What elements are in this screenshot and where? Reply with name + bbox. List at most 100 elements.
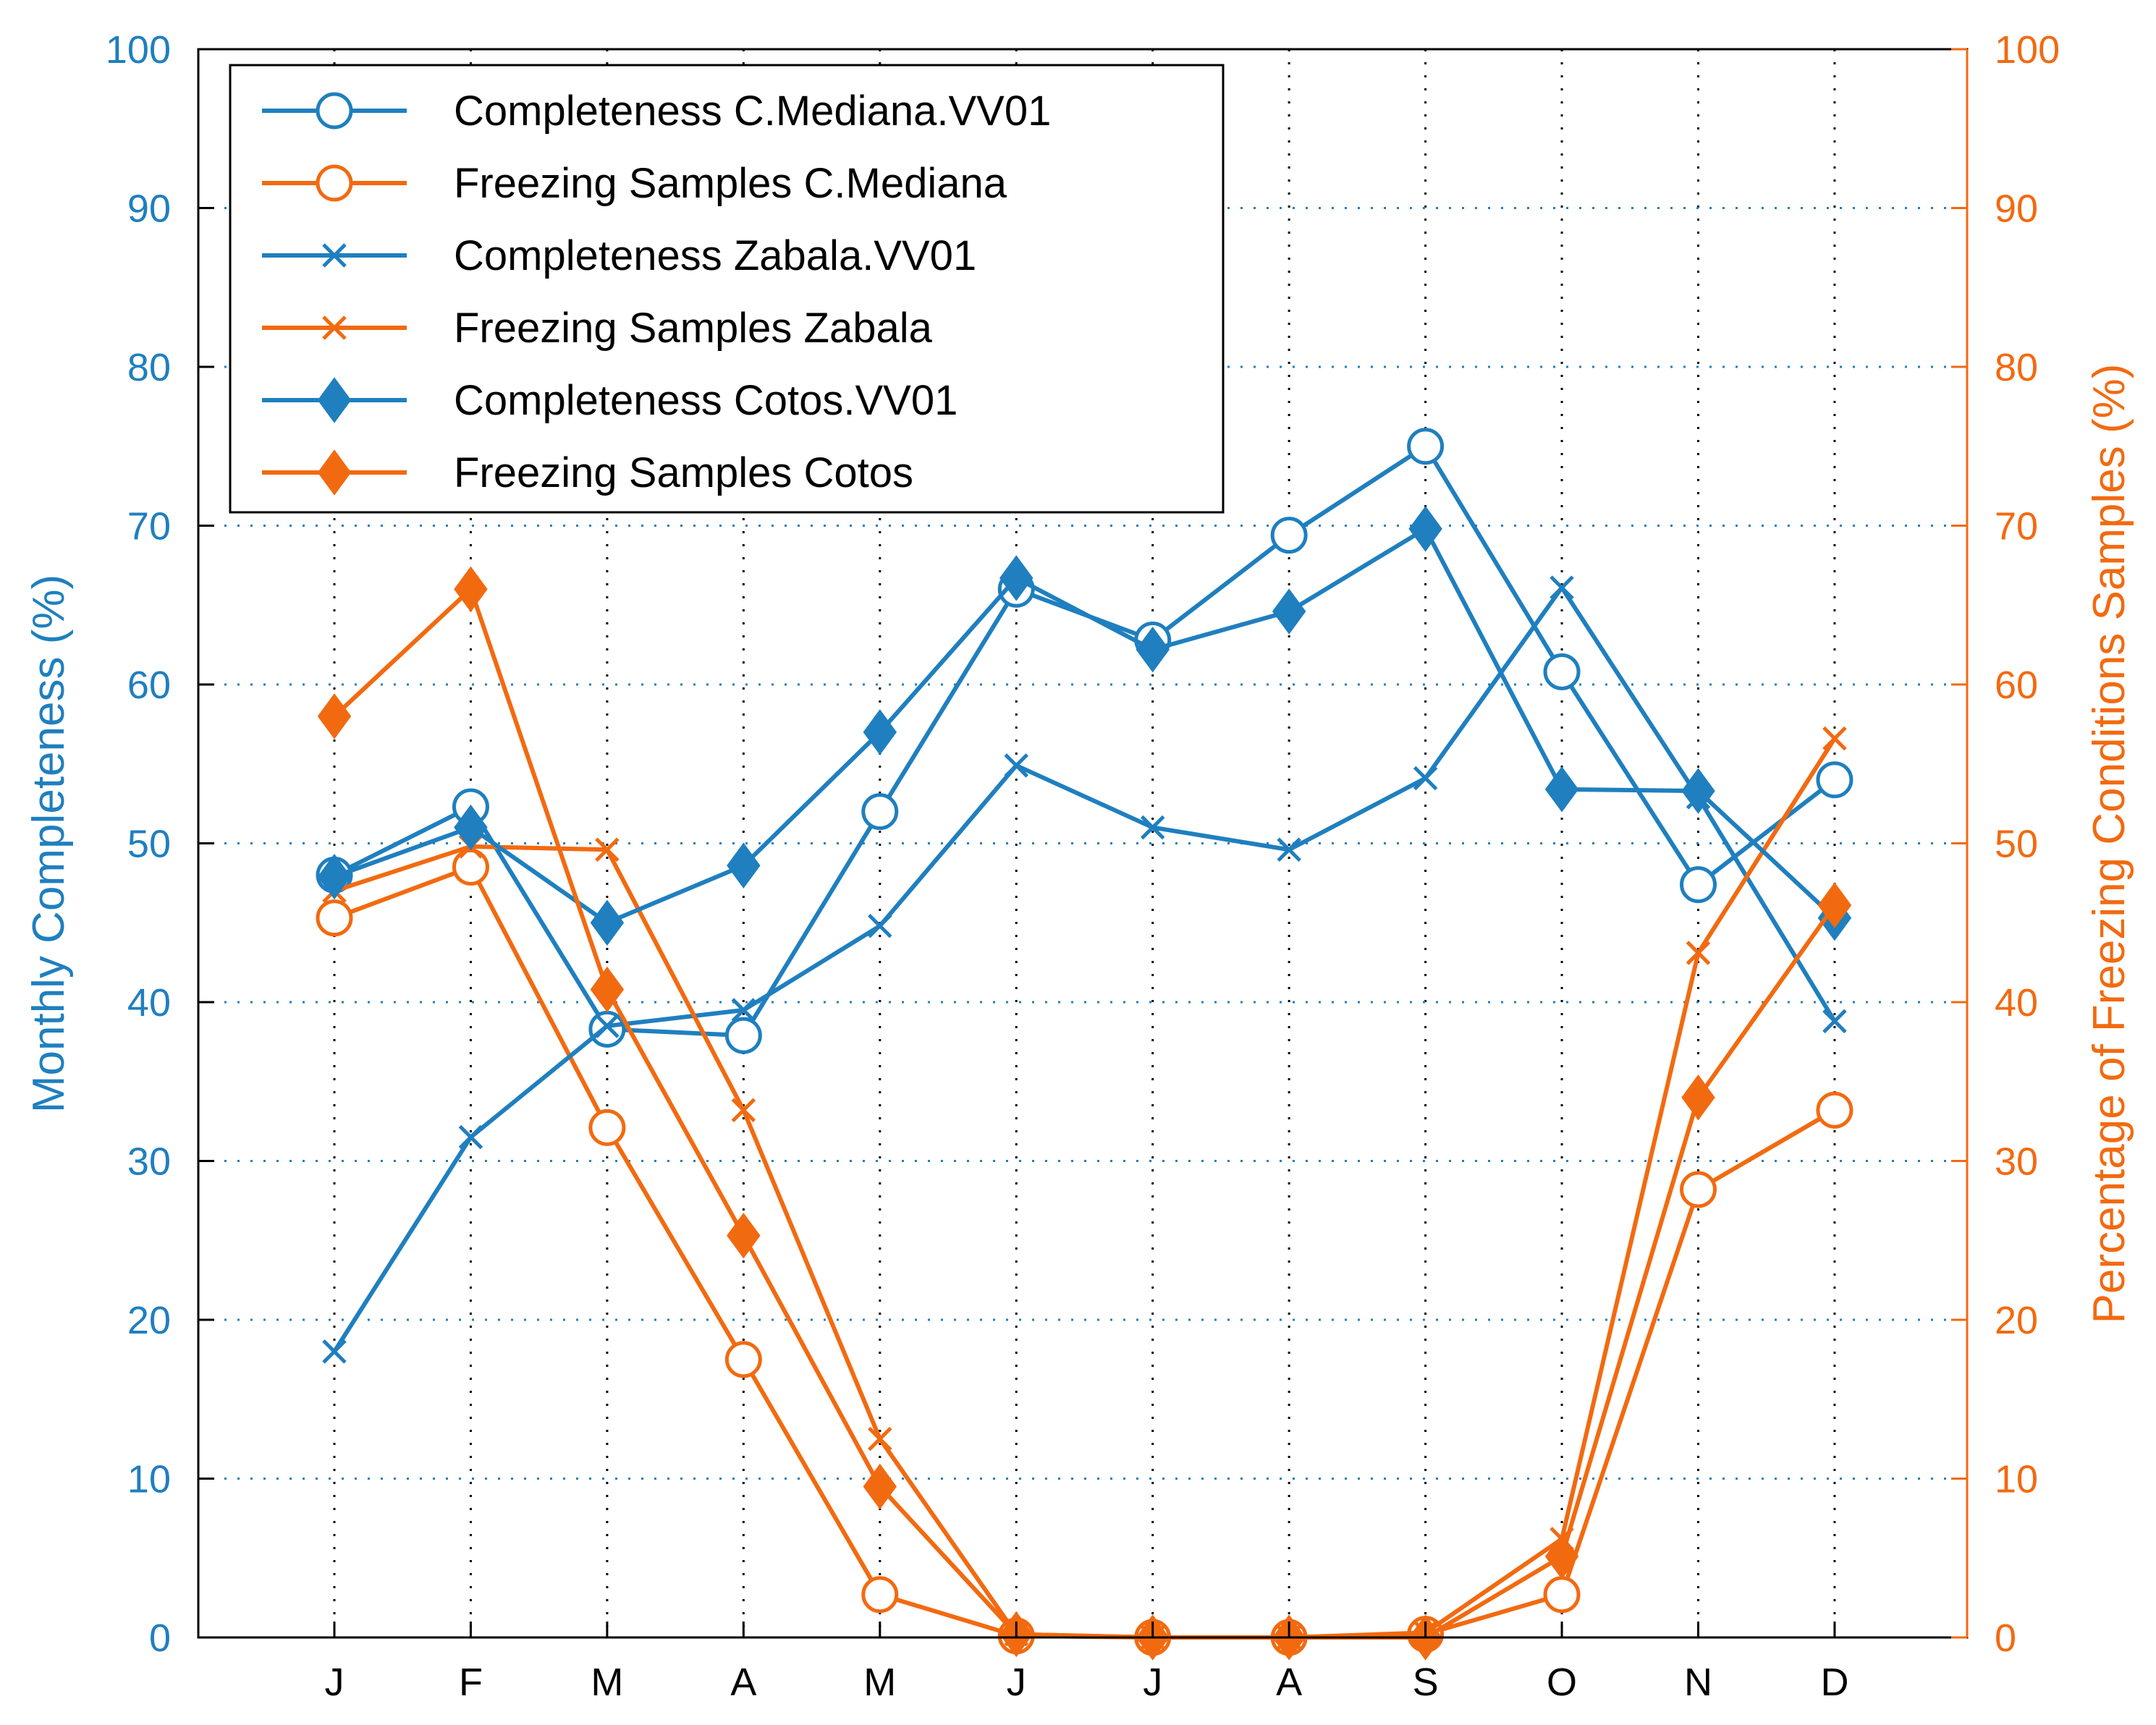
data-point [1822, 726, 1847, 751]
data-point [863, 1463, 897, 1510]
x-tick-label: N [1684, 1661, 1712, 1704]
series-line [332, 585, 1837, 1353]
data-point [868, 913, 892, 938]
right-tick-label: 100 [1995, 28, 2060, 72]
left-tick-label: 0 [149, 1616, 171, 1660]
data-point [588, 1109, 626, 1146]
left-tick-label: 90 [127, 187, 171, 231]
left-tick-label: 80 [127, 346, 171, 389]
right-tick-label: 90 [1995, 187, 2038, 231]
marker-stroke [1140, 815, 1165, 840]
marker-stroke [731, 1098, 756, 1123]
data-point [1550, 575, 1574, 600]
data-point [731, 1098, 756, 1123]
x-tick-label: F [459, 1661, 483, 1704]
right-tick-label: 40 [1995, 981, 2038, 1025]
legend-swatch-marker [322, 243, 347, 268]
right-tick-label: 0 [1995, 1616, 2016, 1660]
x-tick-label: S [1413, 1661, 1439, 1704]
marker-stroke [1822, 726, 1847, 751]
data-point [863, 709, 897, 755]
legend-swatch-marker [316, 92, 353, 130]
data-point [1543, 1576, 1581, 1614]
x-tick-label: D [1820, 1661, 1848, 1704]
data-point [1413, 766, 1438, 791]
legend-label: Freezing Samples Zabala [454, 305, 933, 352]
series-line [332, 587, 1837, 1640]
left-tick-label: 50 [127, 823, 171, 866]
data-point [1681, 1075, 1715, 1121]
x-tick-label: J [1007, 1661, 1026, 1704]
data-point [724, 1017, 762, 1054]
x-tick-label: M [591, 1661, 623, 1704]
data-point [861, 1576, 899, 1614]
data-point [1004, 753, 1029, 778]
x-tick-label: J [325, 1661, 344, 1704]
data-point [590, 966, 625, 1013]
legend-swatch-marker [317, 377, 352, 423]
data-point [452, 848, 489, 886]
right-tick-label: 70 [1995, 505, 2038, 548]
data-point [1544, 766, 1579, 813]
legend-swatch-marker [317, 449, 352, 496]
legend-label: Completeness Zabala.VV01 [454, 232, 976, 279]
data-point [1136, 627, 1170, 673]
right-tick-label: 20 [1995, 1299, 2038, 1342]
data-point [316, 899, 353, 937]
legend-swatch-marker [322, 315, 347, 340]
data-point [1817, 882, 1852, 928]
marker-stroke [1277, 837, 1301, 862]
data-point [1681, 768, 1715, 814]
marker-stroke [868, 1426, 892, 1451]
data-point [1272, 588, 1306, 635]
left-axis-label: Monthly Completeness (%) [24, 575, 74, 1113]
left-tick-label: 100 [106, 28, 171, 72]
legend-entry: Freezing Samples C.Mediana [262, 160, 1007, 207]
data-point [1816, 1091, 1853, 1129]
data-point [1543, 653, 1581, 690]
data-point [727, 1212, 761, 1259]
legend-entry: Completeness Zabala.VV01 [262, 232, 976, 279]
data-point [1822, 1009, 1847, 1034]
marker-stroke [1686, 941, 1711, 965]
data-point [317, 693, 352, 739]
data-point [1816, 761, 1853, 799]
data-point [1408, 506, 1442, 552]
legend-entry: Freezing Samples Zabala [262, 305, 933, 352]
legend-entry: Completeness C.Mediana.VV01 [262, 88, 1051, 135]
data-point [590, 899, 625, 946]
data-point [727, 842, 761, 889]
data-point [595, 1014, 620, 1038]
legend-box [229, 64, 1225, 514]
data-point [454, 804, 488, 851]
marker-stroke [322, 315, 347, 340]
data-point [999, 555, 1033, 601]
right-tick-label: 80 [1995, 346, 2038, 389]
data-point [322, 1339, 347, 1364]
marker-stroke [868, 913, 892, 938]
data-point [724, 1341, 762, 1378]
data-point [1680, 866, 1717, 904]
legend-label: Completeness Cotos.VV01 [454, 377, 957, 424]
data-point [1686, 941, 1711, 965]
right-tick-label: 10 [1995, 1458, 2038, 1501]
data-point [1270, 517, 1308, 554]
data-point [1407, 428, 1445, 465]
data-point [458, 1124, 483, 1150]
marker-stroke [322, 1339, 347, 1364]
left-tick-label: 10 [127, 1458, 171, 1501]
left-tick-label: 30 [127, 1140, 171, 1184]
legend: Completeness C.Mediana.VV01 Freezing Samp… [229, 64, 1225, 514]
data-point [595, 837, 620, 862]
left-tick-label: 20 [127, 1299, 171, 1342]
marker-stroke [322, 243, 347, 268]
data-point [1544, 1533, 1579, 1580]
series-4 [317, 506, 1852, 946]
data-point [454, 566, 488, 612]
legend-label: Freezing Samples Cotos [454, 449, 913, 496]
data-point [317, 853, 352, 900]
left-tick-label: 70 [127, 505, 171, 548]
marker-stroke [731, 998, 756, 1022]
data-point [731, 998, 756, 1022]
